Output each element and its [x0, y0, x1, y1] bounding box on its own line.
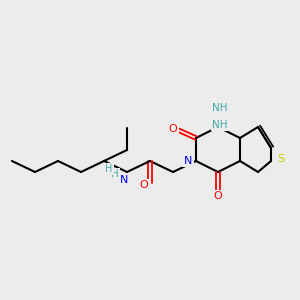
- Text: H: H: [111, 169, 119, 179]
- Text: S: S: [278, 154, 285, 164]
- Text: O: O: [169, 124, 177, 134]
- Text: N: N: [120, 175, 128, 185]
- Text: NH: NH: [212, 103, 228, 113]
- Text: NH: NH: [212, 120, 228, 130]
- Text: H: H: [105, 164, 113, 174]
- Text: O: O: [140, 180, 148, 190]
- Text: N: N: [184, 156, 192, 166]
- Text: O: O: [214, 191, 222, 201]
